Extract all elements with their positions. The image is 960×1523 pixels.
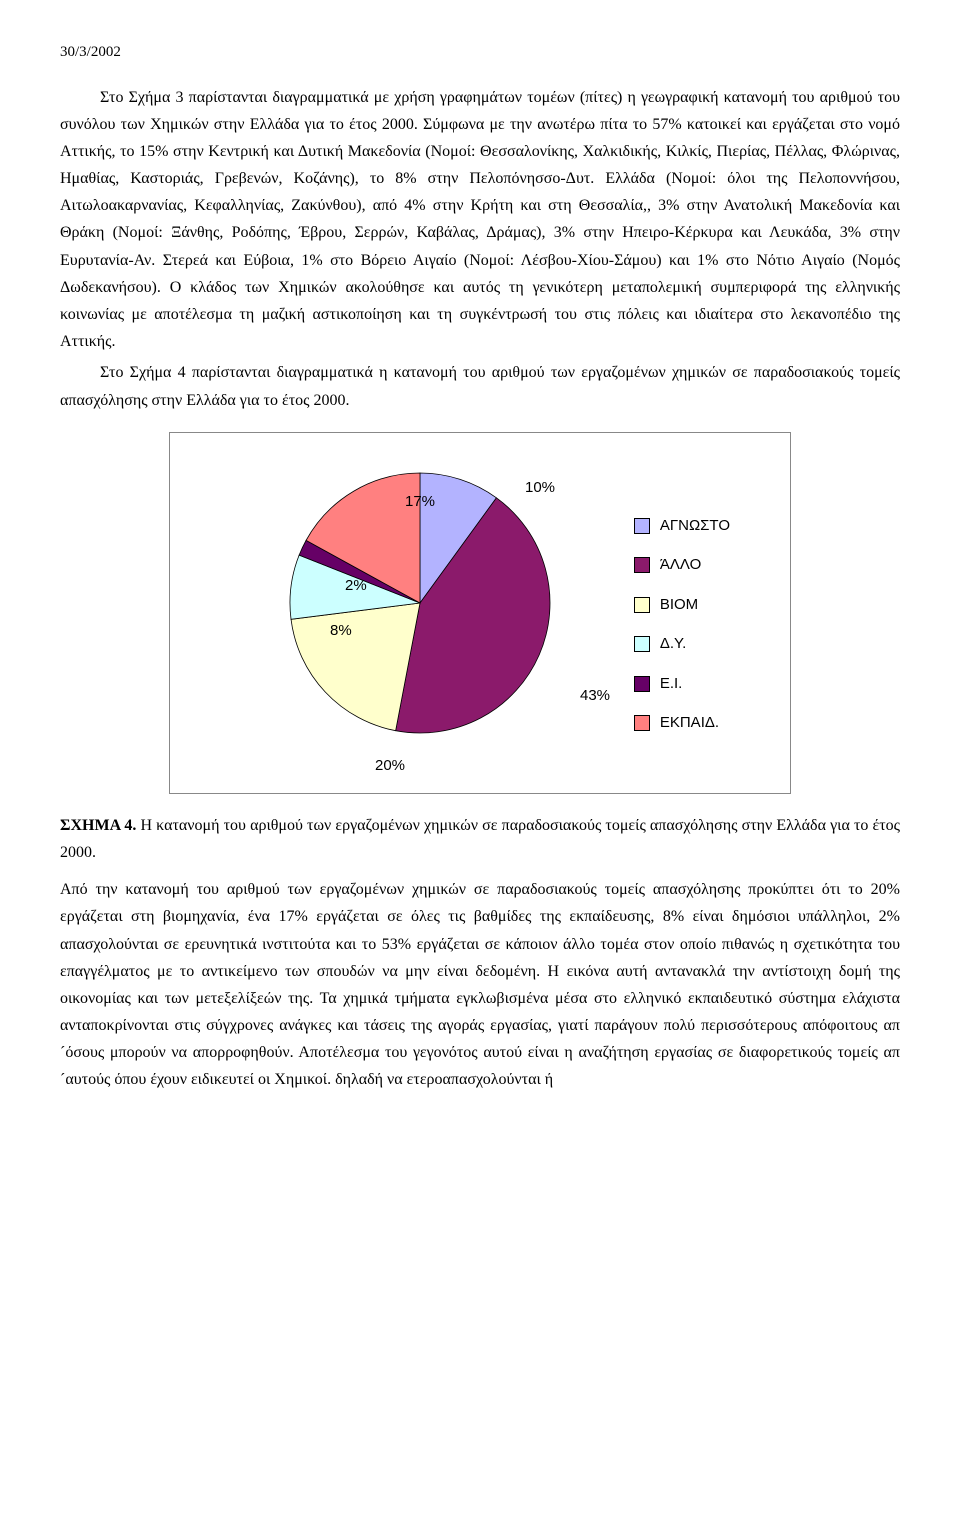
slice-percent-label: 20% [375,753,405,779]
legend-swatch [634,676,650,692]
legend-item: ΕΚΠΑΙΔ. [634,710,730,736]
legend-swatch [634,715,650,731]
legend-item: ΆΛΛΟ [634,552,730,578]
legend-item: Δ.Υ. [634,631,730,657]
slice-percent-label: 10% [525,475,555,501]
legend-swatch [634,557,650,573]
pie-chart-box: 10% 17% 2% 8% 43% 20% ΑΓΝΩΣΤΟ ΆΛΛΟ ΒΙΟΜ Δ.Υ. Ε.Ι.… [169,432,791,794]
legend-label: Ε.Ι. [660,671,683,697]
legend-item: ΒΙΟΜ [634,592,730,618]
slice-percent-label: 17% [405,489,435,515]
slice-percent-label: 8% [330,618,352,644]
legend-item: ΑΓΝΩΣΤΟ [634,513,730,539]
paragraph-1: Στο Σχήμα 3 παρίστανται διαγραμματικά με… [60,84,900,356]
legend-label: ΒΙΟΜ [660,592,698,618]
legend-label: Δ.Υ. [660,631,686,657]
slice-percent-label: 43% [580,683,610,709]
legend-label: ΑΓΝΩΣΤΟ [660,513,730,539]
paragraph-3: Από την κατανομή του αριθμού των εργαζομ… [60,876,900,1094]
caption-text: Η κατανομή του αριθμού των εργαζομένων χ… [60,817,900,861]
legend-label: ΕΚΠΑΙΔ. [660,710,719,736]
page-date: 30/3/2002 [60,40,900,66]
legend-item: Ε.Ι. [634,671,730,697]
figure-caption: ΣΧΗΜΑ 4. Η κατανομή του αριθμού των εργα… [60,812,900,866]
pie-legend: ΑΓΝΩΣΤΟ ΆΛΛΟ ΒΙΟΜ Δ.Υ. Ε.Ι. ΕΚΠΑΙΔ. [634,513,730,750]
legend-swatch [634,597,650,613]
legend-swatch [634,518,650,534]
slice-percent-label: 2% [345,573,367,599]
legend-label: ΆΛΛΟ [660,552,701,578]
legend-swatch [634,636,650,652]
paragraph-2: Στο Σχήμα 4 παρίστανται διαγραμματικά η … [60,359,900,413]
caption-bold: ΣΧΗΜΑ 4. [60,817,136,834]
